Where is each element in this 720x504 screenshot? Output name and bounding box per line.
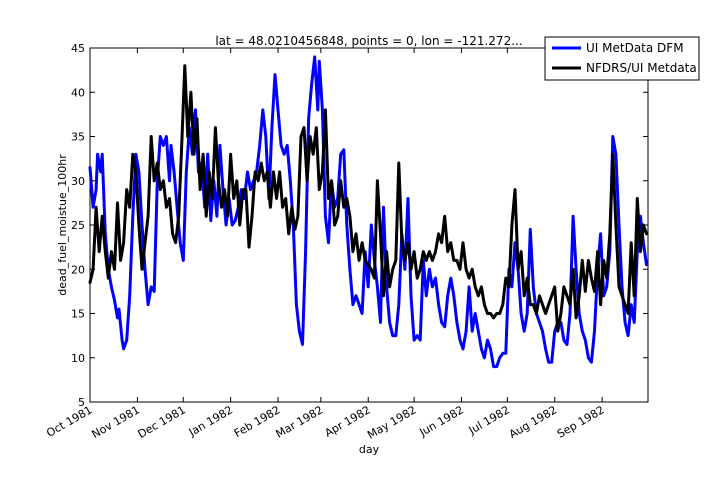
y-tick-label: 15 (71, 308, 85, 321)
y-tick-label: 20 (71, 263, 85, 276)
legend-box (544, 36, 700, 81)
y-tick-label: 35 (71, 131, 85, 144)
y-tick-label: 5 (78, 396, 85, 409)
plot-frame (89, 47, 649, 403)
legend-label-ui-metdata-dfm: UI MetData DFM (586, 41, 684, 55)
chart-title: lat = 48.0210456848, points = 0, lon = -… (215, 34, 522, 48)
legend: UI MetData DFM NFDRS/UI Metdata (544, 36, 700, 81)
series-line-1 (88, 64, 648, 333)
series-layer (88, 55, 648, 369)
series-line-0 (88, 55, 648, 369)
y-tick-label: 40 (71, 86, 85, 99)
y-axis-label: dead_fuel_moistue_100hr (56, 154, 69, 296)
y-tick-label: 45 (71, 42, 85, 55)
y-tick-label: 25 (71, 219, 85, 232)
y-tick-label: 10 (71, 352, 85, 365)
legend-label-nfdrs-ui-metdata: NFDRS/UI Metdata (586, 61, 697, 75)
y-axis: 5 10 15 20 25 30 35 40 45 (71, 42, 648, 409)
x-axis-label: day (359, 443, 380, 456)
y-tick-label: 30 (71, 175, 85, 188)
